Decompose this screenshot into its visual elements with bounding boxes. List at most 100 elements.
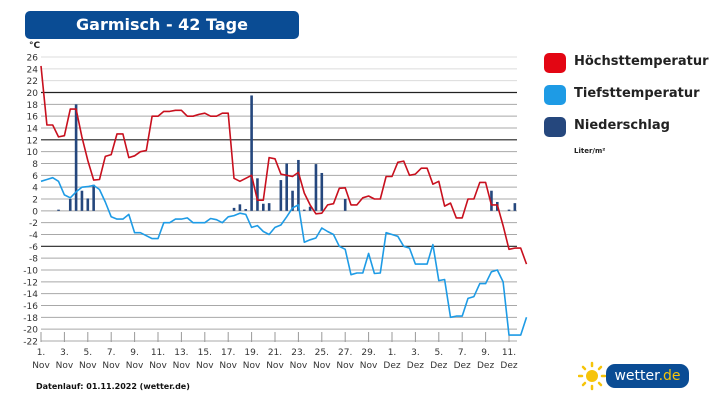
x-tick-month: Dez (383, 361, 400, 371)
legend-label-min: Tiefsttemperatur (574, 86, 700, 101)
x-tick-day: 9. (130, 348, 139, 358)
x-tick-month: Nov (290, 361, 308, 371)
x-tick-month: Nov (360, 361, 378, 371)
y-tick-label: 6 (32, 172, 38, 182)
precipitation-bar (285, 163, 288, 211)
legend-label-precip: Niederschlag (574, 118, 670, 133)
y-tick-label: 12 (27, 136, 38, 146)
precipitation-bar (57, 209, 60, 211)
y-tick-label: -8 (29, 255, 38, 265)
y-tick-label: 22 (27, 77, 38, 87)
precipitation-bar (343, 199, 347, 211)
y-tick-label: -20 (23, 326, 38, 336)
x-tick-day: 5. (84, 348, 93, 358)
min-temperature-line (40, 176, 528, 336)
precipitation-bar (92, 184, 95, 211)
y-tick-label: -2 (29, 219, 38, 229)
x-tick-month: Nov (219, 361, 237, 371)
max-temperature-line (40, 65, 528, 265)
x-tick-day: 25. (315, 348, 329, 358)
x-tick-day: 21. (268, 348, 282, 358)
precipitation-bar (302, 209, 306, 211)
data-run-note: Datenlauf: 01.11.2022 (wetter.de) (36, 382, 190, 391)
x-tick-day: 9. (481, 348, 490, 358)
x-tick-month: Nov (149, 361, 167, 371)
chart-title: Garmisch - 42 Tage Wettertrend (25, 11, 299, 62)
precipitation-bar (86, 198, 90, 211)
x-tick-day: 17. (221, 348, 235, 358)
precipitation-bar (490, 190, 493, 211)
y-tick-label: -22 (23, 338, 38, 348)
x-tick-month: Nov (313, 361, 331, 371)
y-tick-label: 16 (27, 113, 39, 123)
y-tick-label: 4 (32, 184, 38, 194)
y-tick-label: 14 (27, 125, 39, 135)
legend-label-max: Höchsttemperatur (574, 54, 709, 69)
x-tick-month: Nov (266, 361, 284, 371)
y-tick-label: -10 (23, 267, 38, 277)
x-tick-day: 27. (338, 348, 352, 358)
x-tick-month: Nov (336, 361, 354, 371)
precip-unit: Liter/m² (574, 147, 606, 155)
precipitation-bar (250, 95, 253, 211)
legend-swatch-min (544, 85, 566, 105)
x-tick-month: Nov (56, 361, 74, 371)
precipitation-bar (80, 190, 84, 211)
y-axis-unit: °C (29, 41, 41, 51)
y-tick-label: 18 (27, 101, 39, 111)
precipitation-bar (513, 203, 517, 211)
precipitation-bar (507, 209, 511, 211)
y-tick-label: -16 (23, 302, 38, 312)
x-tick-day: 1. (388, 348, 397, 358)
x-tick-month: Dez (407, 361, 424, 371)
precipitation-bar (314, 164, 318, 211)
x-tick-month: Nov (173, 361, 191, 371)
precipitation-bar (267, 203, 271, 211)
precipitation-bar (320, 172, 324, 211)
x-tick-day: 29. (361, 348, 375, 358)
y-tick-label: 10 (27, 148, 39, 158)
wetter-de-logo: wetter.de (578, 361, 690, 391)
precipitation-bar (232, 207, 236, 211)
precipitation-bar (262, 203, 265, 211)
precipitation-bar (68, 199, 72, 211)
y-tick-label: -14 (23, 290, 38, 300)
legend-swatch-max (544, 53, 566, 73)
y-tick-label: 0 (32, 207, 38, 217)
x-tick-month: Nov (32, 361, 50, 371)
precipitation-bar (238, 204, 242, 211)
y-tick-label: -4 (29, 231, 38, 241)
x-tick-month: Dez (430, 361, 447, 371)
precipitation-bar (244, 209, 248, 211)
y-tick-label: -6 (29, 243, 38, 253)
legend-swatch-precip (544, 117, 566, 137)
x-tick-day: 7. (458, 348, 467, 358)
x-tick-month: Nov (126, 361, 144, 371)
y-tick-label: 24 (27, 65, 39, 75)
logo-wordmark: wetter.de (606, 364, 689, 388)
x-tick-day: 19. (244, 348, 258, 358)
precipitation-bar (256, 178, 259, 211)
y-tick-label: 26 (27, 54, 39, 64)
x-tick-day: 3. (411, 348, 420, 358)
precipitation-bar (291, 190, 294, 211)
precipitation-bar (279, 180, 283, 211)
sun-icon (578, 361, 606, 391)
x-tick-month: Dez (477, 361, 494, 371)
precipitation-bar (297, 159, 300, 211)
x-tick-day: 5. (435, 348, 444, 358)
x-tick-month: Nov (79, 361, 97, 371)
precipitation-bar (74, 104, 78, 211)
x-tick-day: 15. (198, 348, 212, 358)
y-tick-label: 20 (27, 89, 39, 99)
y-tick-label: -18 (23, 314, 38, 324)
precipitation-bar (308, 206, 312, 211)
x-tick-month: Nov (196, 361, 214, 371)
x-tick-day: 23. (291, 348, 305, 358)
x-tick-month: Nov (102, 361, 120, 371)
y-tick-label: 2 (32, 196, 38, 206)
x-tick-month: Nov (243, 361, 261, 371)
x-tick-day: 7. (107, 348, 116, 358)
x-tick-day: 3. (60, 348, 69, 358)
x-tick-month: Dez (500, 361, 517, 371)
